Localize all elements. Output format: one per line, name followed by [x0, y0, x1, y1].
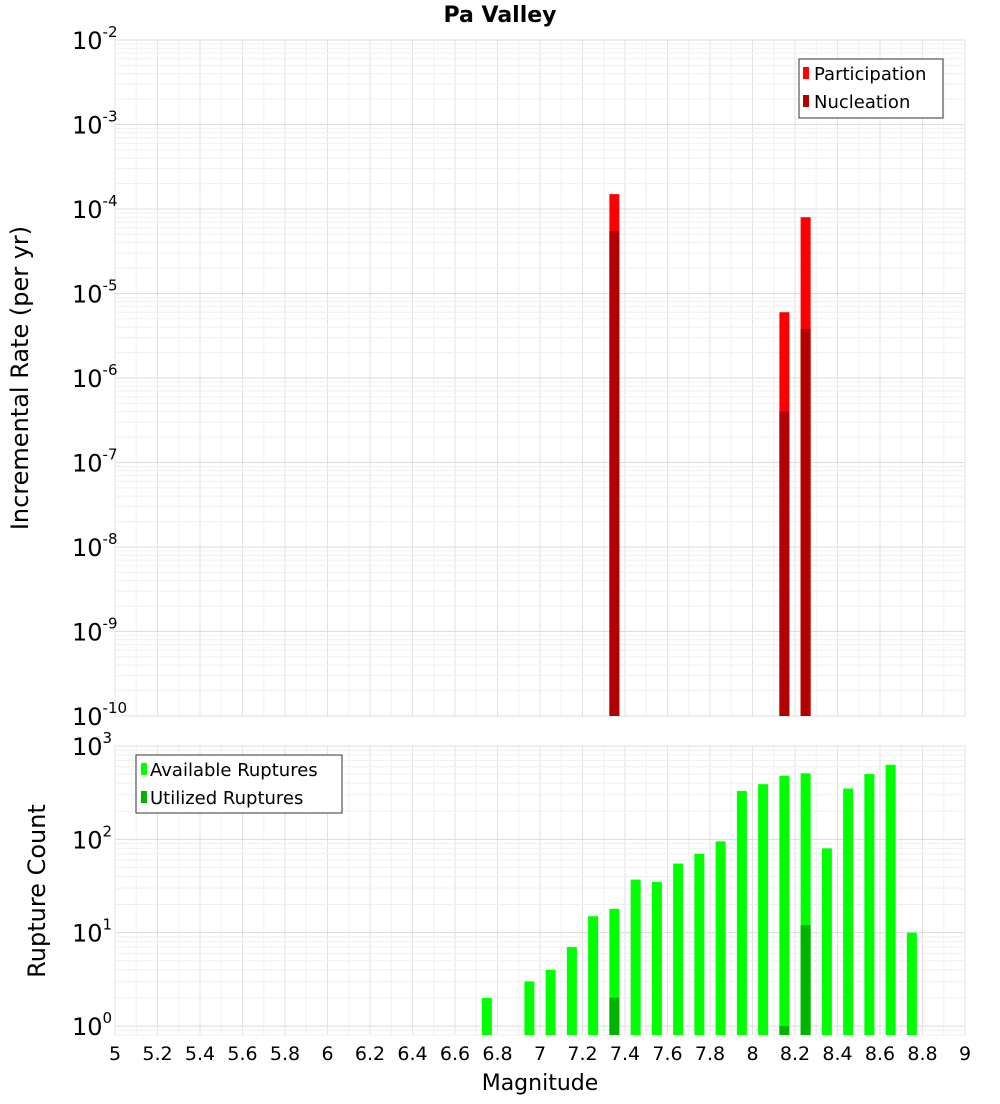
legend-label-nucleation: Nucleation	[814, 92, 910, 113]
available-ruptures-bar	[800, 773, 811, 1035]
x-tick-label: 9	[959, 1043, 971, 1065]
x-tick-label: 6.8	[482, 1043, 512, 1065]
top-legend: Participation Nucleation	[798, 58, 944, 119]
top-y-tick-label: 10-4	[72, 192, 118, 224]
legend-swatch-nucleation	[803, 95, 809, 107]
available-ruptures-bar	[545, 969, 556, 1035]
x-tick-label: 7	[534, 1043, 546, 1065]
utilized-ruptures-bar	[779, 1025, 790, 1035]
x-tick-label: 8.8	[907, 1043, 937, 1065]
utilized-ruptures-bar	[609, 997, 620, 1035]
available-ruptures-bar	[566, 947, 577, 1035]
top-panel: 10-2 10-3 10-4 10-5 10-6 10-7 10-8 10-9 10-10 In…	[6, 23, 966, 731]
bottom-y-tick-label: 102	[72, 822, 112, 854]
bottom-legend-box	[135, 754, 343, 814]
x-tick-label: 7.4	[610, 1043, 640, 1065]
legend-swatch-utilized	[141, 791, 147, 803]
top-y-tick-label: 10-10	[72, 699, 127, 731]
x-tick-label: 5.2	[142, 1043, 172, 1065]
available-ruptures-bar	[715, 841, 726, 1035]
top-y-axis-label: Incremental Rate (per yr)	[6, 226, 34, 530]
available-ruptures-bar	[906, 932, 917, 1035]
available-ruptures-bar	[524, 981, 535, 1035]
top-y-tick-label: 10-2	[72, 23, 118, 55]
available-ruptures-bar	[651, 881, 662, 1035]
available-ruptures-bar	[843, 788, 854, 1035]
bottom-x-ticks: 5 5.2 5.4 5.6 5.8 6 6.2 6.4 6.6 6.8 7 7.2 7.4 7.6 7.8 8…	[109, 1043, 971, 1065]
top-y-ticks: 10-2 10-3 10-4 10-5 10-6 10-7 10-8 10-9 10-10	[72, 23, 127, 731]
x-tick-label: 6	[321, 1043, 333, 1065]
bottom-y-tick-label: 101	[72, 916, 112, 948]
top-grid	[114, 39, 966, 717]
x-tick-label: 6.6	[440, 1043, 470, 1065]
top-y-tick-label: 10-9	[72, 615, 118, 647]
available-ruptures-bar	[864, 774, 875, 1035]
top-y-tick-label: 10-5	[72, 277, 118, 309]
x-tick-label: 8.4	[822, 1043, 852, 1065]
x-tick-label: 8.6	[865, 1043, 895, 1065]
available-ruptures-bar	[736, 790, 747, 1035]
x-tick-label: 6.4	[397, 1043, 427, 1065]
legend-swatch-participation	[803, 67, 809, 79]
top-legend-box	[798, 58, 944, 119]
utilized-ruptures-bar	[800, 925, 811, 1035]
legend-label-available: Available Ruptures	[150, 760, 318, 781]
available-ruptures-bar	[758, 784, 769, 1035]
x-tick-label: 5.6	[227, 1043, 257, 1065]
top-y-tick-label: 10-6	[72, 361, 118, 393]
available-ruptures-bar	[481, 997, 492, 1035]
x-axis-label: Magnitude	[482, 1071, 599, 1096]
top-y-tick-label: 10-7	[72, 446, 118, 478]
available-ruptures-bar	[630, 879, 641, 1035]
x-tick-label: 5.8	[270, 1043, 300, 1065]
x-tick-label: 5.4	[185, 1043, 215, 1065]
nucleation-bar	[800, 329, 811, 716]
legend-label-utilized: Utilized Ruptures	[150, 788, 303, 809]
legend-label-participation: Participation	[814, 64, 926, 85]
available-ruptures-bar	[885, 764, 896, 1035]
x-tick-label: 7.2	[567, 1043, 597, 1065]
bottom-y-ticks: 103 102 101 100	[72, 729, 112, 1041]
legend-swatch-available	[141, 763, 147, 775]
bottom-panel: 103 102 101 100 5 5.2 5.4 5.6 5.8 6 6.2 6.4 6.6 6.8 7…	[23, 729, 971, 1096]
top-bars	[609, 194, 811, 717]
bottom-y-tick-label: 100	[72, 1009, 112, 1041]
chart-title: Pa Valley	[443, 3, 556, 28]
available-ruptures-bar	[609, 908, 620, 1035]
x-tick-label: 8.2	[780, 1043, 810, 1065]
bottom-y-axis-label: Rupture Count	[23, 804, 51, 978]
nucleation-bar	[609, 230, 620, 717]
x-tick-label: 7.6	[652, 1043, 682, 1065]
nucleation-bar	[779, 411, 790, 716]
bottom-legend: Available Ruptures Utilized Ruptures	[135, 754, 343, 814]
x-tick-label: 8	[746, 1043, 758, 1065]
top-y-tick-label: 10-8	[72, 530, 118, 562]
available-ruptures-bar	[673, 863, 684, 1035]
available-ruptures-bar	[588, 916, 599, 1035]
bottom-y-tick-label: 103	[72, 729, 112, 761]
bottom-bars	[481, 764, 917, 1035]
x-tick-label: 6.2	[355, 1043, 385, 1065]
available-ruptures-bar	[779, 775, 790, 1035]
x-tick-label: 7.8	[695, 1043, 725, 1065]
available-ruptures-bar	[821, 848, 832, 1035]
top-y-tick-label: 10-3	[72, 108, 118, 140]
x-tick-label: 5	[109, 1043, 121, 1065]
available-ruptures-bar	[694, 853, 705, 1035]
